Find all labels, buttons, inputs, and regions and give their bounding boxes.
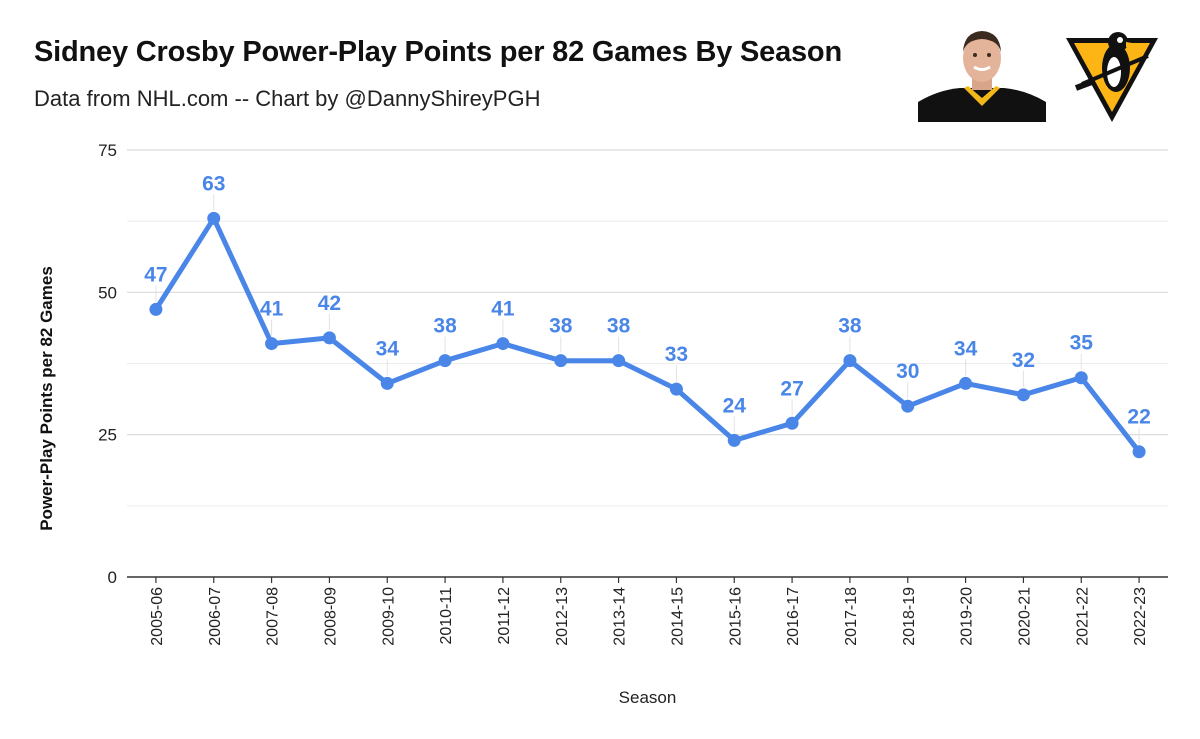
data-label: 42 bbox=[318, 292, 341, 315]
x-tick-label: 2010-11 bbox=[438, 587, 455, 645]
x-tick-label: 2005-06 bbox=[149, 587, 166, 646]
data-point bbox=[1132, 445, 1146, 459]
x-tick-label: 2014-15 bbox=[669, 587, 686, 646]
x-tick-label: 2021-22 bbox=[1074, 587, 1091, 646]
data-label: 41 bbox=[260, 298, 284, 321]
data-point bbox=[901, 399, 915, 413]
x-tick-label: 2020-21 bbox=[1016, 587, 1033, 646]
x-tick-label: 2022-23 bbox=[1132, 587, 1149, 646]
x-tick-label: 2007-08 bbox=[265, 587, 282, 646]
x-tick-label: 2019-20 bbox=[959, 587, 976, 646]
data-label: 24 bbox=[723, 394, 747, 417]
y-tick-label: 25 bbox=[98, 426, 117, 445]
x-tick-label: 2011-12 bbox=[496, 587, 513, 645]
data-point bbox=[1074, 371, 1088, 385]
player-photo bbox=[918, 22, 1046, 122]
y-tick-label: 0 bbox=[108, 568, 117, 587]
gridlines bbox=[127, 149, 1168, 507]
data-label: 34 bbox=[954, 337, 978, 360]
data-point bbox=[785, 416, 799, 430]
y-axis-title: Power-Play Points per 82 Games bbox=[37, 266, 56, 531]
data-label: 35 bbox=[1070, 332, 1094, 355]
data-point bbox=[1016, 388, 1030, 402]
chart-title: Sidney Crosby Power-Play Points per 82 G… bbox=[34, 36, 842, 68]
x-tick-label: 2013-14 bbox=[612, 587, 629, 646]
data-label: 41 bbox=[491, 298, 515, 321]
data-point bbox=[322, 331, 336, 345]
data-label: 63 bbox=[202, 172, 225, 195]
data-points bbox=[149, 211, 1146, 459]
data-label: 30 bbox=[896, 360, 919, 383]
data-point bbox=[843, 354, 857, 368]
data-label: 27 bbox=[780, 377, 803, 400]
data-point bbox=[669, 382, 683, 396]
x-tick-label: 2017-18 bbox=[843, 587, 860, 646]
x-tick-label: 2018-19 bbox=[901, 587, 918, 646]
x-tick-labels: 2005-06 2006-07 2007-08 2008-09 2009-10 2010-… bbox=[149, 587, 1149, 646]
x-tick-label: 2012-13 bbox=[554, 587, 571, 646]
data-point bbox=[496, 337, 510, 351]
axes: 0 25 50 75 bbox=[98, 141, 1168, 587]
y-tick-label: 50 bbox=[98, 283, 117, 302]
x-axis-title: Season bbox=[619, 688, 677, 707]
data-label: 38 bbox=[433, 315, 457, 338]
data-label: 38 bbox=[838, 315, 862, 338]
data-point bbox=[438, 354, 452, 368]
data-point bbox=[612, 354, 626, 368]
data-label: 38 bbox=[549, 315, 573, 338]
x-tick-label: 2009-10 bbox=[380, 587, 397, 646]
data-label: 33 bbox=[665, 343, 688, 366]
data-label: 47 bbox=[144, 263, 167, 286]
x-tick-label: 2016-17 bbox=[785, 587, 802, 646]
data-label: 32 bbox=[1012, 349, 1035, 372]
data-point bbox=[380, 376, 394, 390]
x-tick-label: 2015-16 bbox=[727, 587, 744, 646]
series-line bbox=[153, 215, 1142, 455]
chart-subtitle: Data from NHL.com -- Chart by @DannyShir… bbox=[34, 86, 541, 111]
data-point bbox=[265, 337, 279, 351]
data-point bbox=[207, 211, 221, 225]
data-point bbox=[554, 354, 568, 368]
data-point bbox=[149, 302, 163, 316]
penguins-logo bbox=[1066, 32, 1158, 122]
y-tick-label: 75 bbox=[98, 141, 117, 160]
data-label: 38 bbox=[607, 315, 631, 338]
x-tick-label: 2008-09 bbox=[322, 587, 339, 646]
data-point bbox=[727, 433, 741, 447]
data-label: 22 bbox=[1127, 406, 1150, 429]
data-point bbox=[959, 376, 973, 390]
data-labels: 47 63 41 42 34 38 41 38 38 33 24 27 38 30 34 32 35 22 bbox=[144, 172, 1151, 444]
data-label: 34 bbox=[376, 337, 400, 360]
x-tick-label: 2006-07 bbox=[207, 587, 224, 646]
